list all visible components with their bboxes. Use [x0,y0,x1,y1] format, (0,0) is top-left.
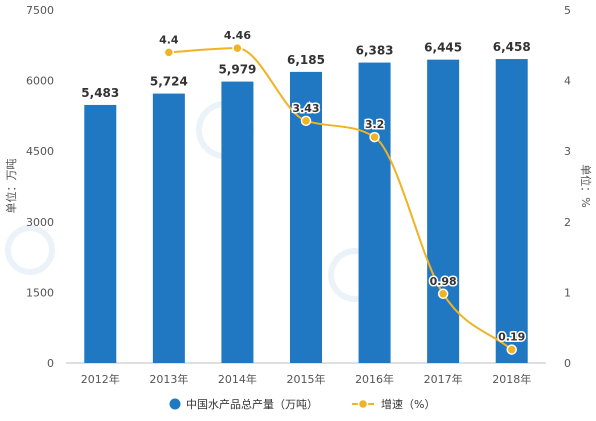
legend: 中国水产品总产量（万吨） 增速（%） [169,397,435,411]
bar [495,59,528,364]
bar [84,104,117,363]
bar [152,93,185,364]
y-right-tick-label: 5 [564,4,571,17]
data-labels: 5,483 5,724 5,979 6,185 6,383 6,445 6,458 4.4 4.… [81,28,531,345]
legend-label-growth: 增速（%） [381,397,435,411]
growth-point [300,115,312,127]
growth-value-label: 3.43 [292,102,319,115]
bar [358,62,391,364]
x-tick-label: 2013年 [149,372,188,386]
watermark [5,101,382,302]
y-left-tick-label: 6000 [26,75,54,88]
growth-point [369,131,380,143]
growth-value-label: 0.19 [498,331,525,344]
x-tick-label: 2012年 [81,372,120,386]
growth-value-label: 4.46 [224,29,251,42]
bar [290,71,322,363]
bar-value-label: 6,458 [493,40,531,54]
y-right-tick-label: 1 [564,286,571,299]
bar-series [84,59,528,364]
y-right-tick-label: 3 [564,145,571,158]
bar [221,81,254,363]
growth-line-series [163,42,517,355]
y-left-tick-label: 0 [47,357,54,370]
legend-marker-output [169,398,181,410]
legend-marker-growth [357,398,369,410]
bar-value-label: 5,724 [150,75,188,89]
x-tick-label: 2014年 [218,372,257,386]
x-tick-label: 2018年 [492,372,531,386]
growth-value-label: 4.4 [159,33,179,46]
bar-value-label: 6,185 [287,53,325,67]
bar-value-label: 6,383 [356,44,394,58]
growth-point [506,344,517,355]
growth-value-label: 3.2 [365,118,385,131]
y-right-axis-title: 单位：% [579,164,593,207]
axes: 0 1500 3000 4500 6000 7500 0 1 2 3 4 5 2012年 2013年 201… [4,4,593,386]
x-tick-label: 2015年 [287,372,326,386]
growth-point [437,288,449,300]
bar-value-label: 5,979 [218,63,256,77]
growth-point [232,42,243,54]
y-left-tick-label: 1500 [26,286,54,299]
y-right-tick-label: 0 [564,357,571,370]
bar [427,59,460,363]
watermark-logo-left [5,225,55,275]
x-tick-label: 2016年 [355,372,394,386]
bar-value-label: 5,483 [81,86,119,100]
y-left-tick-label: 7500 [26,4,54,17]
y-left-tick-label: 4500 [26,145,54,158]
y-right-tick-label: 4 [564,75,571,88]
y-left-axis-title: 单位：万吨 [4,159,18,214]
x-tick-label: 2017年 [424,372,463,386]
y-right-tick-label: 2 [564,216,571,229]
growth-point [163,47,175,58]
growth-line [168,47,513,351]
growth-value-label: 0.98 [430,275,457,288]
y-left-tick-label: 3000 [26,216,54,229]
bar-value-label: 6,445 [424,41,462,55]
legend-label-output: 中国水产品总产量（万吨） [186,397,318,411]
